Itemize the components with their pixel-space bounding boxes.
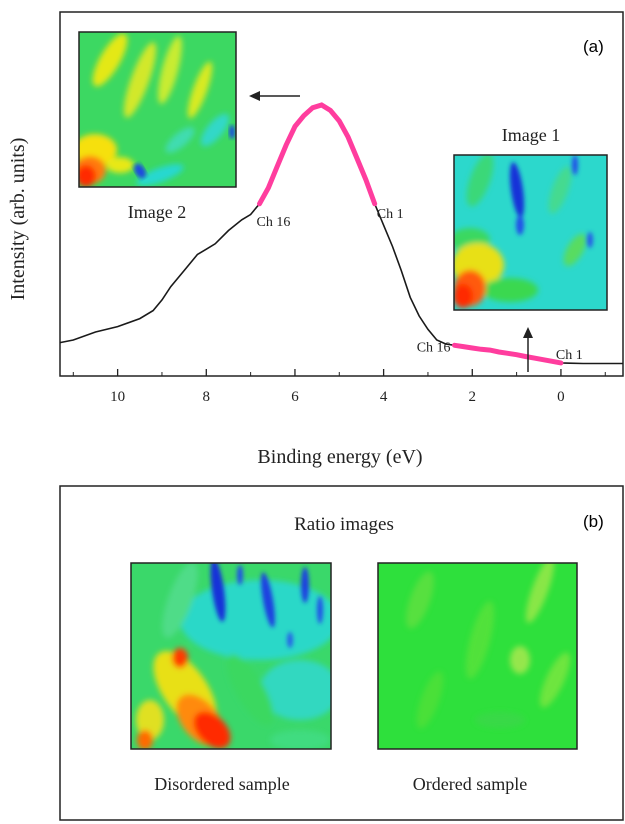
channel-range-highlight: [452, 342, 564, 366]
panel-b-frame: [59, 485, 624, 821]
x-tick-label: 2: [469, 389, 477, 405]
panel-a-plot-frame: [59, 11, 624, 377]
ordered-sample-caption: Ordered sample: [413, 774, 527, 794]
disordered-sample-caption: Disordered sample: [154, 774, 289, 794]
channel-start-label: Ch 16: [256, 215, 290, 230]
image-2-inset: Image 2: [78, 31, 237, 222]
x-ticks: 10 8 6 4 2 0: [72, 369, 606, 405]
arrow-to-image-2: [249, 91, 300, 101]
disordered-sample-map: Disordered sample: [130, 562, 332, 794]
image-1-frame: [453, 154, 608, 311]
x-tick-label: 8: [203, 389, 211, 405]
channel-end-label: Ch 1: [556, 348, 583, 363]
arrow-to-image-1: [523, 327, 533, 372]
panel-b: (b) Ratio images: [59, 485, 624, 821]
panel-b-label: (b): [583, 512, 604, 531]
panel-a-label: (a): [583, 37, 604, 56]
x-tick-label: 0: [557, 389, 565, 405]
channel-range-highlight: [257, 102, 378, 207]
panel-b-title: Ratio images: [294, 514, 394, 535]
image-1-inset: Image 1: [453, 125, 608, 311]
image-2-frame: [78, 31, 237, 188]
spectrum-curve-layer: Ch 16 Ch 1 Ch 16 Ch 1: [59, 102, 623, 366]
channel-start-label: Ch 16: [417, 340, 451, 355]
x-axis-label: Binding energy (eV): [257, 446, 422, 468]
image-1-title: Image 1: [502, 125, 560, 145]
x-tick-label: 10: [110, 389, 125, 405]
ordered-sample-map: Ordered sample: [377, 562, 578, 794]
channel-end-label: Ch 1: [377, 207, 404, 222]
y-axis-label: Intensity (arb. units): [7, 138, 29, 301]
image-2-title: Image 2: [128, 202, 186, 222]
x-tick-label: 4: [380, 389, 388, 405]
panel-a: (a) Intensity (arb. units) Binding energ…: [7, 11, 624, 468]
x-tick-label: 6: [291, 389, 299, 405]
